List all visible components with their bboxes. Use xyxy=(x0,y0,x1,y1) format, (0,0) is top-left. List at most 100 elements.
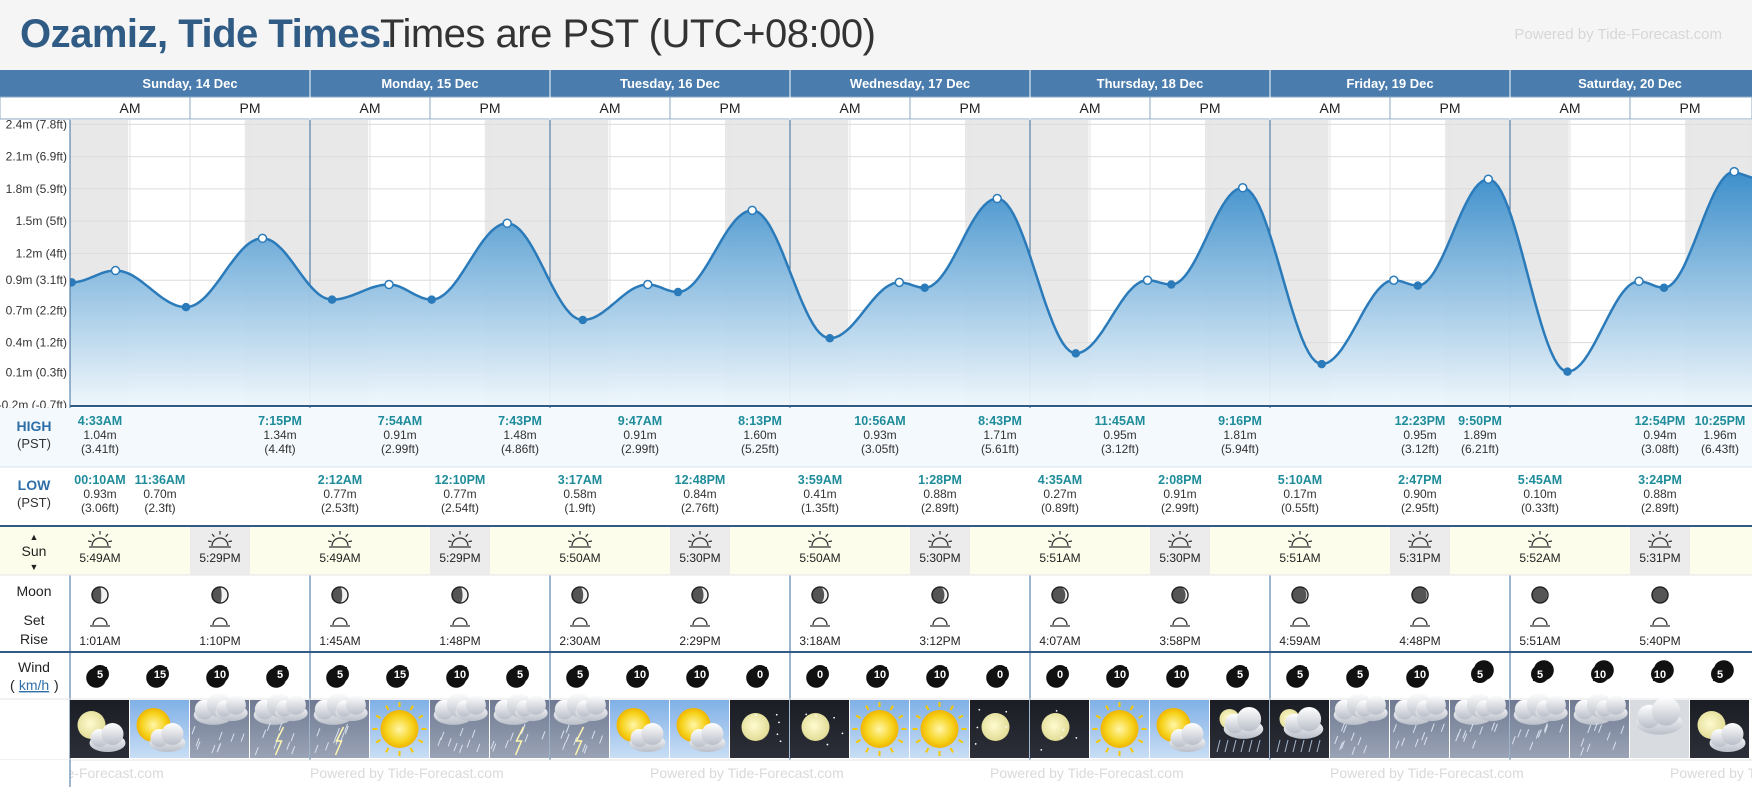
sunset-icon-6 xyxy=(1647,531,1673,548)
cloud-icon-8-b xyxy=(575,695,608,722)
rain-24-1 xyxy=(1511,735,1516,745)
moon-phase-icon-0-a-lit xyxy=(100,587,108,603)
sunrise-icon-2-ray-4 xyxy=(588,540,593,543)
sunset-time-3: 5:30PM xyxy=(919,551,960,565)
low-1-1-time: 12:10PM xyxy=(435,473,486,487)
day-header-1: Monday, 15 Dec xyxy=(381,76,478,91)
wind-speed-2: 10 xyxy=(214,669,226,681)
tide-low-marker-15 xyxy=(920,283,929,293)
moon-phase-icon-4-b-lit xyxy=(1180,587,1188,603)
high-row-tz: (PST) xyxy=(17,436,51,451)
cloud-icon-6-b-puff2 xyxy=(466,695,486,715)
moonrise-icon-1-arc xyxy=(332,617,348,626)
moon-phase-icon-5-b-lit xyxy=(1420,587,1428,603)
moonset-icon-0 xyxy=(210,617,230,627)
wind-circle-6 xyxy=(451,665,469,683)
wind-speed-3: 5 xyxy=(277,669,283,681)
high-1-0-feet: (2.99ft) xyxy=(381,442,419,456)
low-4-0-feet: (0.89ft) xyxy=(1041,501,1079,515)
weather-icon-partly-cloudy-night-27 xyxy=(1690,700,1749,758)
sunrise-icon-2-ray-1 xyxy=(571,533,575,538)
high-2-0-time: 9:47AM xyxy=(618,414,662,428)
cloud-icon-25-b-puff2 xyxy=(1606,695,1626,715)
wind-circle-23 xyxy=(1471,665,1489,683)
weather-icon-cloudy-rain-night-20 xyxy=(1270,700,1329,758)
sunset-icon-4-arc xyxy=(1171,537,1189,547)
moonrise-icon-2 xyxy=(570,617,590,627)
sunset-icon-3-arc xyxy=(931,537,949,547)
wind-speed-7: 5 xyxy=(517,669,523,681)
sunset-icon-2-ray-3 xyxy=(705,533,709,538)
sun-ray-17-10 xyxy=(1129,705,1134,711)
sunset-icon-1-ray-1 xyxy=(451,533,455,538)
moonrise-icon-3 xyxy=(810,617,830,627)
wind-circle-26 xyxy=(1651,665,1669,683)
sunrise-icon-6-ray-3 xyxy=(1545,533,1549,538)
sunrise-icon-3 xyxy=(807,531,833,548)
wind-speed-18: 10 xyxy=(1174,669,1186,681)
moon-phase-icon-4-a-outline xyxy=(1051,586,1069,604)
moon-icon-15 xyxy=(981,713,1010,741)
wind-circle-0 xyxy=(91,665,109,683)
sun-ray-17-4 xyxy=(1105,747,1110,753)
moonset-icon-5-arc xyxy=(1412,617,1428,626)
rain-23-4 xyxy=(1493,723,1498,732)
wind-speed-4: 5 xyxy=(337,669,343,681)
sunset-icon-1-arc xyxy=(451,537,469,547)
high-4-1-feet: (5.94ft) xyxy=(1221,442,1259,456)
high-6-0-time: 12:54PM xyxy=(1635,414,1686,428)
tide-low-marker-11 xyxy=(673,287,683,297)
sun-ray-5-7 xyxy=(375,714,381,719)
star-11-0 xyxy=(779,740,782,743)
low-0-1-meters: 0.70m xyxy=(143,487,176,501)
moon-phase-icon-2-b xyxy=(691,586,709,604)
moonset-icon-1-arc xyxy=(452,617,468,626)
high-5-1-feet: (6.21ft) xyxy=(1461,442,1499,456)
powered-by-link[interactable]: Powered by Tide-Forecast.com xyxy=(1514,26,1722,43)
high-4-0-feet: (3.12ft) xyxy=(1101,442,1139,456)
wind-unit-link[interactable]: km/h xyxy=(19,677,49,693)
sunset-cell-bg-2 xyxy=(670,527,730,575)
timezone-note: Times are PST (UTC+08:00) xyxy=(380,12,876,56)
sunset-icon-5-ray-4 xyxy=(1428,540,1433,543)
am-label-6: AM xyxy=(1560,100,1581,116)
tide-area xyxy=(70,171,1752,406)
wind-indicator-6: 10 xyxy=(446,665,469,688)
sun-ray-13-7 xyxy=(855,714,861,719)
moonset-icon-6-arc xyxy=(1652,617,1668,626)
rain-19-1 xyxy=(1224,739,1229,753)
sunrise-icon-6-ray-4 xyxy=(1548,540,1553,543)
moonrise-icon-4-arc xyxy=(1052,617,1068,626)
footer-watermark-1: Powered by Tide-Forecast.com xyxy=(310,765,504,781)
rain-3-3 xyxy=(278,722,283,731)
moon-phase-icon-6-a xyxy=(1531,586,1549,604)
rain-6-6 xyxy=(471,729,476,738)
footer-axis-cover xyxy=(0,760,70,787)
low-5-1-meters: 0.90m xyxy=(1403,487,1436,501)
sunset-icon-6-arc xyxy=(1651,537,1669,547)
moon-phase-icon-6-a-outline xyxy=(1531,586,1549,604)
rain-24-7 xyxy=(1535,730,1540,739)
sunrise-icon-6 xyxy=(1527,531,1553,548)
moonrise-icon-5 xyxy=(1290,617,1310,627)
pm-label-1: PM xyxy=(480,100,501,116)
cloud-icon-22-b-puff2 xyxy=(1426,695,1446,715)
wind-circle-3 xyxy=(271,665,289,683)
high-2-1-meters: 1.60m xyxy=(743,428,776,442)
moonset-time-5: 4:48PM xyxy=(1399,634,1440,648)
rain-2-6 xyxy=(216,744,221,753)
high-5-1-meters: 1.89m xyxy=(1463,428,1496,442)
cloud-icon-22-b xyxy=(1415,695,1448,722)
low-3-0-time: 3:59AM xyxy=(798,473,842,487)
high-5-1-time: 9:50PM xyxy=(1458,414,1502,428)
rain-23-1 xyxy=(1462,730,1467,739)
weather-icon-rain-6 xyxy=(430,693,489,758)
moonset-icon-4-arc xyxy=(1172,617,1188,626)
low-6-0-meters: 0.10m xyxy=(1523,487,1556,501)
tide-chart-area: 2.4m (7.8ft) 2.1m (6.9ft) 1.8m (5.9ft) 1.5m… xyxy=(0,70,1752,787)
wind-circle-5 xyxy=(391,665,409,683)
sunset-icon-3-ray-3 xyxy=(945,533,949,538)
rain-25-8 xyxy=(1620,725,1625,734)
moon-icon-11 xyxy=(741,713,770,741)
sun-ray-14-8 xyxy=(925,705,930,711)
